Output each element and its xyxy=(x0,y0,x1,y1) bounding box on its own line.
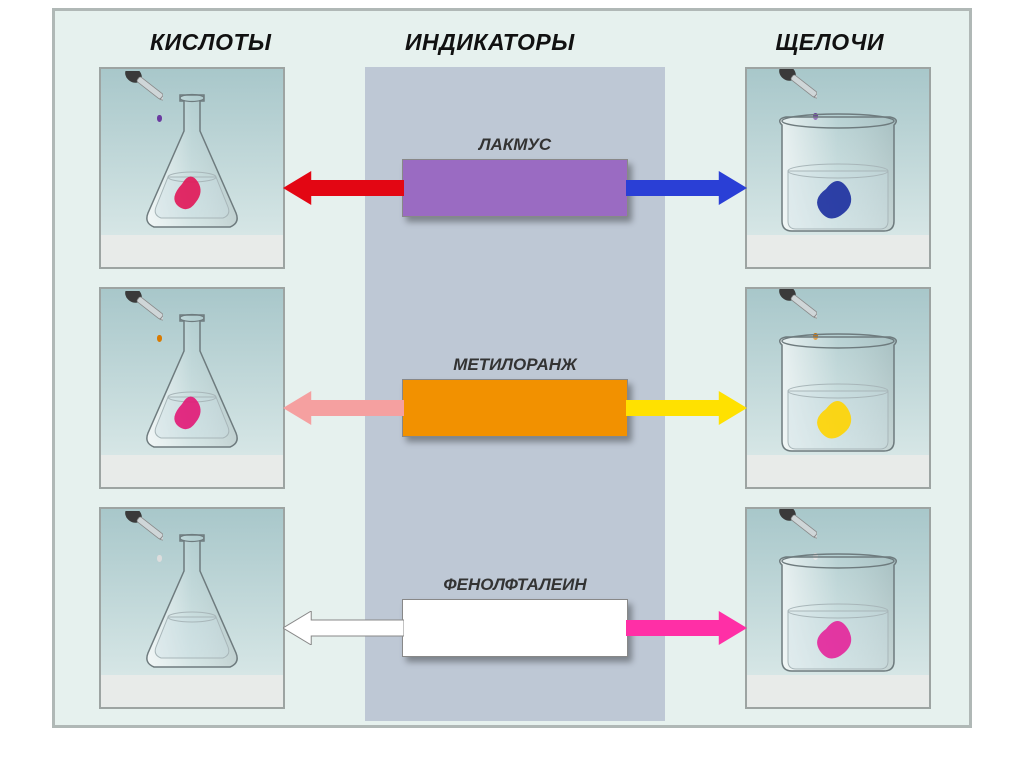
column-header-indicators: ИНДИКАТОРЫ xyxy=(405,29,575,56)
indicator-bar-methylorange xyxy=(402,379,628,437)
panel-base-phenolphthalein xyxy=(745,507,931,709)
arrow-left-methylorange xyxy=(283,391,404,425)
indicator-bar-litmus xyxy=(402,159,628,217)
flask-icon xyxy=(132,309,252,459)
shelf xyxy=(747,675,929,707)
indicator-label-methylorange: МЕТИЛОРАНЖ xyxy=(365,355,665,375)
beaker-icon xyxy=(768,111,908,239)
panel-acid-litmus xyxy=(99,67,285,269)
flask-icon xyxy=(132,89,252,239)
arrow-left-phenolphthalein xyxy=(283,611,404,645)
indicator-label-phenolphthalein: ФЕНОЛФТАЛЕИН xyxy=(365,575,665,595)
column-header-bases: ЩЕЛОЧИ xyxy=(776,29,884,56)
beaker-icon xyxy=(768,331,908,459)
indicator-label-litmus: ЛАКМУС xyxy=(365,135,665,155)
shelf xyxy=(101,235,283,267)
shelf xyxy=(747,455,929,487)
arrow-right-litmus xyxy=(626,171,747,205)
diagram-frame: КИСЛОТЫ ИНДИКАТОРЫ ЩЕЛОЧИ xyxy=(52,8,972,728)
arrow-right-methylorange xyxy=(626,391,747,425)
flask-icon xyxy=(132,529,252,679)
shelf xyxy=(101,455,283,487)
panel-acid-phenolphthalein xyxy=(99,507,285,709)
panel-base-litmus xyxy=(745,67,931,269)
arrow-right-phenolphthalein xyxy=(626,611,747,645)
arrow-left-litmus xyxy=(283,171,404,205)
beaker-icon xyxy=(768,551,908,679)
indicator-bar-phenolphthalein xyxy=(402,599,628,657)
panel-acid-methylorange xyxy=(99,287,285,489)
shelf xyxy=(747,235,929,267)
column-header-acids: КИСЛОТЫ xyxy=(150,29,272,56)
panel-base-methylorange xyxy=(745,287,931,489)
shelf xyxy=(101,675,283,707)
